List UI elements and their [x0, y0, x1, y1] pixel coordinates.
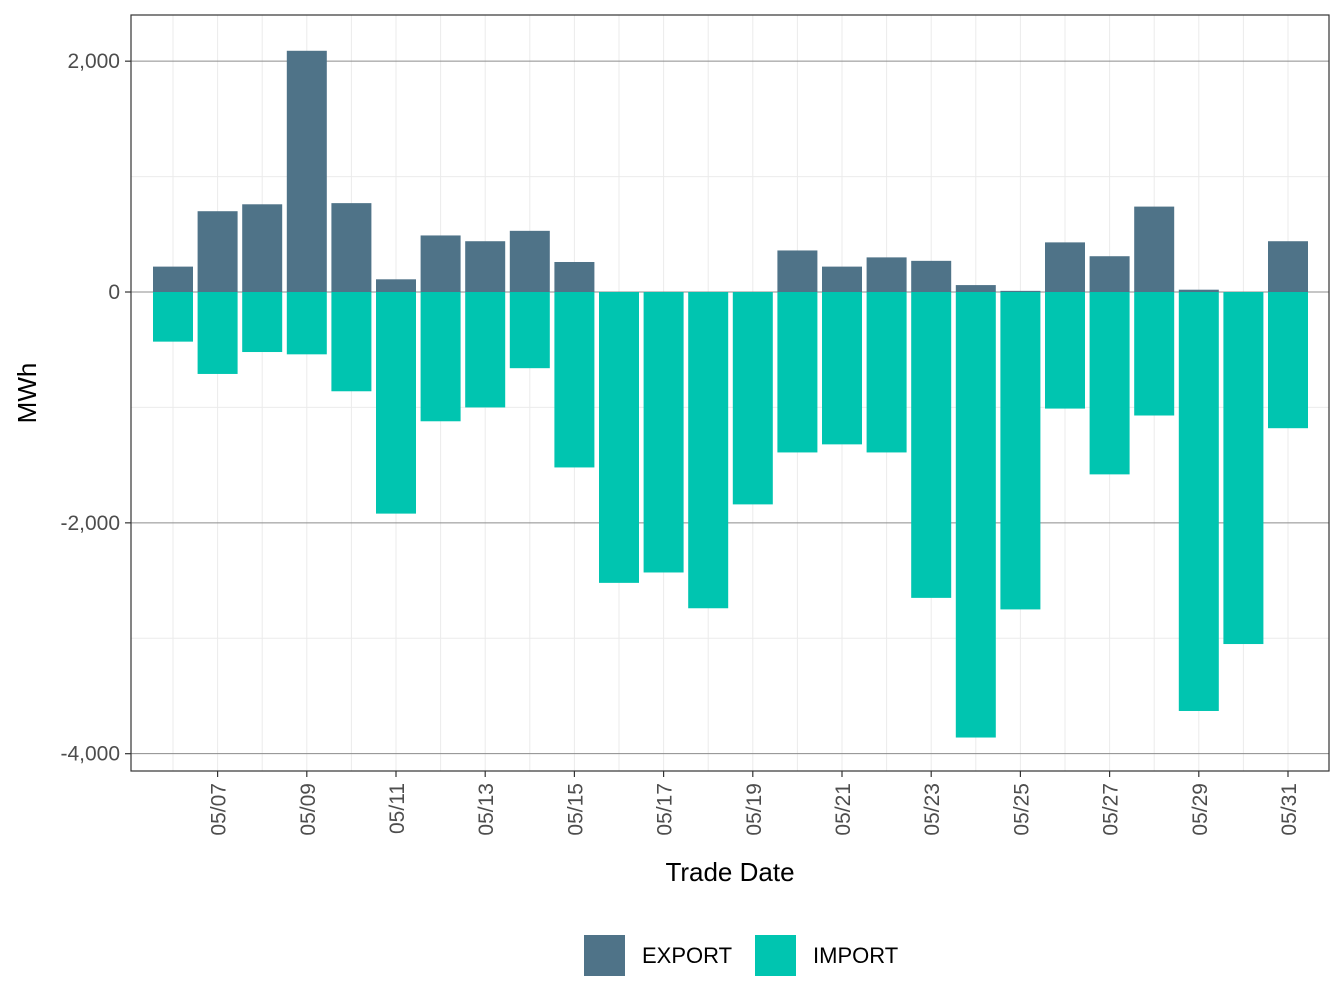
x-tick-label: 05/29	[1189, 783, 1212, 836]
y-tick-label: -2,000	[60, 512, 120, 535]
y-axis-title: MWh	[12, 363, 42, 424]
bar-export-05-22	[866, 257, 907, 293]
bar-export-05-08	[242, 204, 283, 293]
legend-key-export	[584, 935, 625, 976]
bar-import-05-30	[1223, 292, 1264, 645]
bar-export-05-09	[286, 50, 327, 293]
bar-import-05-21	[822, 292, 862, 445]
bar-import-05-24	[955, 292, 996, 738]
bar-import-05-18	[688, 292, 729, 609]
bar-import-05-07	[197, 292, 238, 374]
bar-export-05-15	[554, 261, 595, 293]
x-tick-label: 05/11	[386, 783, 409, 834]
bar-export-05-27	[1089, 256, 1130, 293]
bar-import-05-26	[1045, 292, 1085, 409]
bar-import-05-25	[1000, 292, 1041, 610]
x-tick-label: 05/15	[564, 783, 587, 836]
bar-export-05-12	[420, 235, 461, 293]
x-tick-label: 05/07	[208, 783, 231, 836]
y-axis: 2,000 0 -2,000 -4,000	[60, 50, 131, 766]
legend-label-import: IMPORT	[813, 943, 898, 968]
bar-export-05-25	[1000, 290, 1041, 293]
x-tick-label: 05/25	[1010, 783, 1033, 836]
legend-label-export: EXPORT	[642, 943, 732, 968]
x-axis-title: Trade Date	[665, 857, 794, 887]
bar-export-05-14	[509, 230, 550, 293]
bar-export-05-10	[331, 203, 372, 293]
bar-import-05-28	[1134, 292, 1175, 416]
x-tick-label: 05/23	[921, 783, 944, 836]
x-axis: 05/07 05/09 05/11 05/13 05/15 05/17 05/19 05/21…	[208, 771, 1301, 836]
bar-export-05-24	[955, 285, 996, 293]
legend: EXPORT IMPORT	[584, 935, 898, 976]
y-tick-label: 2,000	[67, 50, 120, 73]
bar-import-05-31	[1268, 292, 1308, 429]
bar-import-05-14	[509, 292, 550, 369]
bar-export-05-21	[822, 266, 862, 293]
bar-export-05-20	[777, 250, 818, 293]
bar-export-05-26	[1045, 242, 1085, 293]
bar-import-05-22	[866, 292, 907, 453]
bar-import-05-12	[420, 292, 461, 422]
bar-export-05-29	[1178, 289, 1219, 293]
bar-export-05-07	[197, 211, 238, 293]
bar-import-05-17	[643, 292, 684, 573]
bar-export-05-23	[911, 260, 952, 293]
bar-import-05-06	[153, 292, 193, 342]
bar-import-05-09	[286, 292, 327, 355]
x-tick-label: 05/19	[743, 783, 766, 836]
bar-import-05-29	[1178, 292, 1219, 711]
y-tick-label: -4,000	[60, 743, 120, 766]
x-tick-label: 05/09	[297, 783, 320, 836]
x-tick-label: 05/31	[1278, 783, 1301, 836]
bar-import-05-23	[911, 292, 952, 598]
bars	[153, 50, 1308, 738]
bar-import-05-15	[554, 292, 595, 468]
bar-import-05-27	[1089, 292, 1130, 475]
bar-import-05-08	[242, 292, 283, 353]
bar-import-05-11	[376, 292, 416, 514]
bar-export-05-11	[376, 279, 416, 293]
bar-import-05-16	[599, 292, 639, 583]
bar-import-05-20	[777, 292, 818, 453]
x-tick-label: 05/17	[654, 783, 677, 836]
x-tick-label: 05/27	[1100, 783, 1123, 836]
plot-border	[130, 14, 1330, 772]
x-tick-label: 05/13	[475, 783, 498, 836]
bar-export-05-13	[465, 241, 506, 293]
bar-export-05-31	[1268, 241, 1308, 293]
y-tick-label: 0	[108, 281, 120, 304]
bar-import-05-19	[732, 292, 773, 505]
x-tick-label: 05/21	[832, 783, 855, 836]
legend-key-import	[755, 935, 796, 976]
bar-export-05-06	[153, 266, 193, 293]
bar-import-05-13	[465, 292, 506, 408]
bar-export-05-28	[1134, 206, 1175, 293]
bar-import-05-10	[331, 292, 372, 392]
